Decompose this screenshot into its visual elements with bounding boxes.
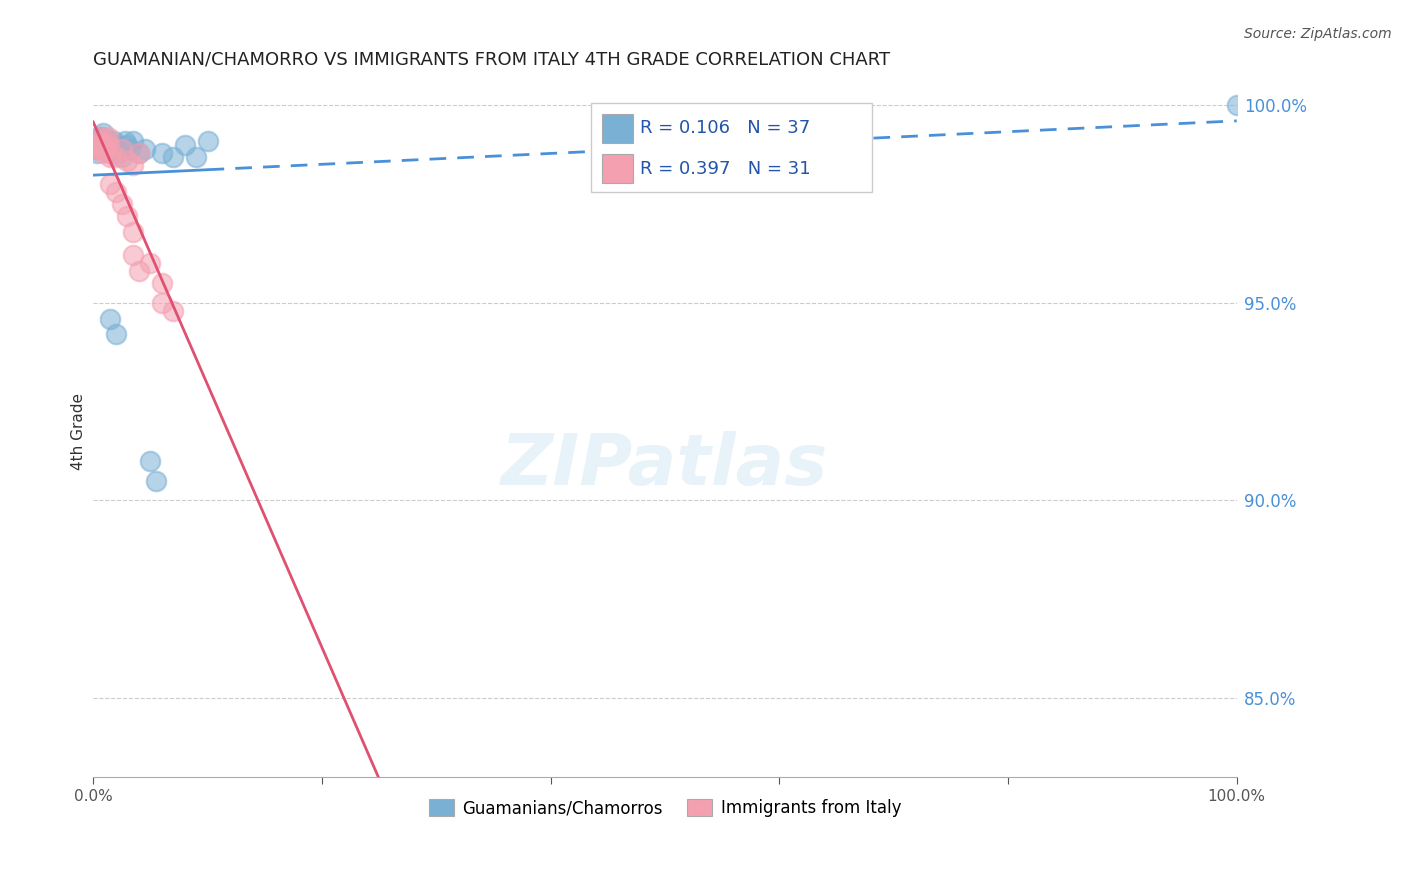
Point (150, 295, 173, 310)
Point (184, 150, 207, 164)
Point (91, 137, 114, 152)
Point (134, 142, 156, 156)
Legend: Guamanians/Chamorros, Immigrants from Italy: Guamanians/Chamorros, Immigrants from It… (422, 792, 908, 824)
Point (103, 134, 125, 148)
Text: R = 0.397   N = 31: R = 0.397 N = 31 (640, 160, 810, 178)
Point (100, 142, 122, 156)
Text: GUAMANIAN/CHAMORRO VS IMMIGRANTS FROM ITALY 4TH GRADE CORRELATION CHART: GUAMANIAN/CHAMORRO VS IMMIGRANTS FROM IT… (93, 51, 890, 69)
Point (98, 137, 121, 152)
Point (96, 134, 118, 148)
Point (162, 303, 184, 318)
Point (150, 276, 173, 290)
Point (87, 129, 110, 144)
Point (145, 474, 167, 488)
Point (97, 137, 120, 152)
Point (122, 157, 145, 171)
Point (197, 134, 219, 148)
Text: Source: ZipAtlas.com: Source: ZipAtlas.com (1244, 27, 1392, 41)
Point (98, 178, 121, 192)
Point (98, 145, 121, 160)
Point (87, 134, 110, 148)
Point (98, 311, 121, 326)
Point (150, 145, 173, 160)
Point (105, 185, 128, 199)
Point (91, 129, 114, 144)
Point (122, 248, 145, 262)
Point (118, 142, 141, 156)
Point (93, 126, 115, 140)
Point (139, 256, 162, 270)
Point (89, 129, 111, 144)
Point (97, 129, 120, 144)
Point (173, 137, 195, 152)
Point (117, 137, 139, 152)
Point (86, 142, 108, 156)
Point (111, 197, 134, 211)
Point (100, 145, 122, 160)
Y-axis label: 4th Grade: 4th Grade (72, 392, 86, 470)
Point (86, 145, 108, 160)
Point (128, 145, 150, 160)
Point (122, 134, 145, 148)
Point (117, 209, 139, 223)
Point (98, 150, 121, 164)
Point (87, 134, 110, 148)
Point (93, 142, 115, 156)
Point (87, 137, 110, 152)
Point (90, 134, 112, 148)
Point (111, 142, 134, 156)
Point (105, 327, 128, 342)
Point (1226, 98, 1249, 112)
Point (93, 137, 115, 152)
Point (104, 142, 127, 156)
Point (107, 145, 129, 160)
Point (96, 142, 118, 156)
Point (89, 137, 111, 152)
Point (122, 225, 145, 239)
Point (128, 145, 150, 160)
Text: ZIPatlas: ZIPatlas (502, 431, 828, 500)
Point (84, 142, 107, 156)
Point (111, 150, 134, 164)
Point (105, 150, 128, 164)
Point (98, 134, 121, 148)
Text: R = 0.106   N = 37: R = 0.106 N = 37 (640, 120, 810, 137)
Point (162, 150, 184, 164)
Point (93, 145, 115, 160)
Point (105, 137, 128, 152)
Point (94, 137, 117, 152)
Point (117, 153, 139, 168)
Point (114, 134, 136, 148)
Point (101, 137, 124, 152)
Point (90, 142, 112, 156)
Point (139, 454, 162, 468)
Point (94, 134, 117, 148)
Point (128, 264, 150, 278)
Point (84, 137, 107, 152)
